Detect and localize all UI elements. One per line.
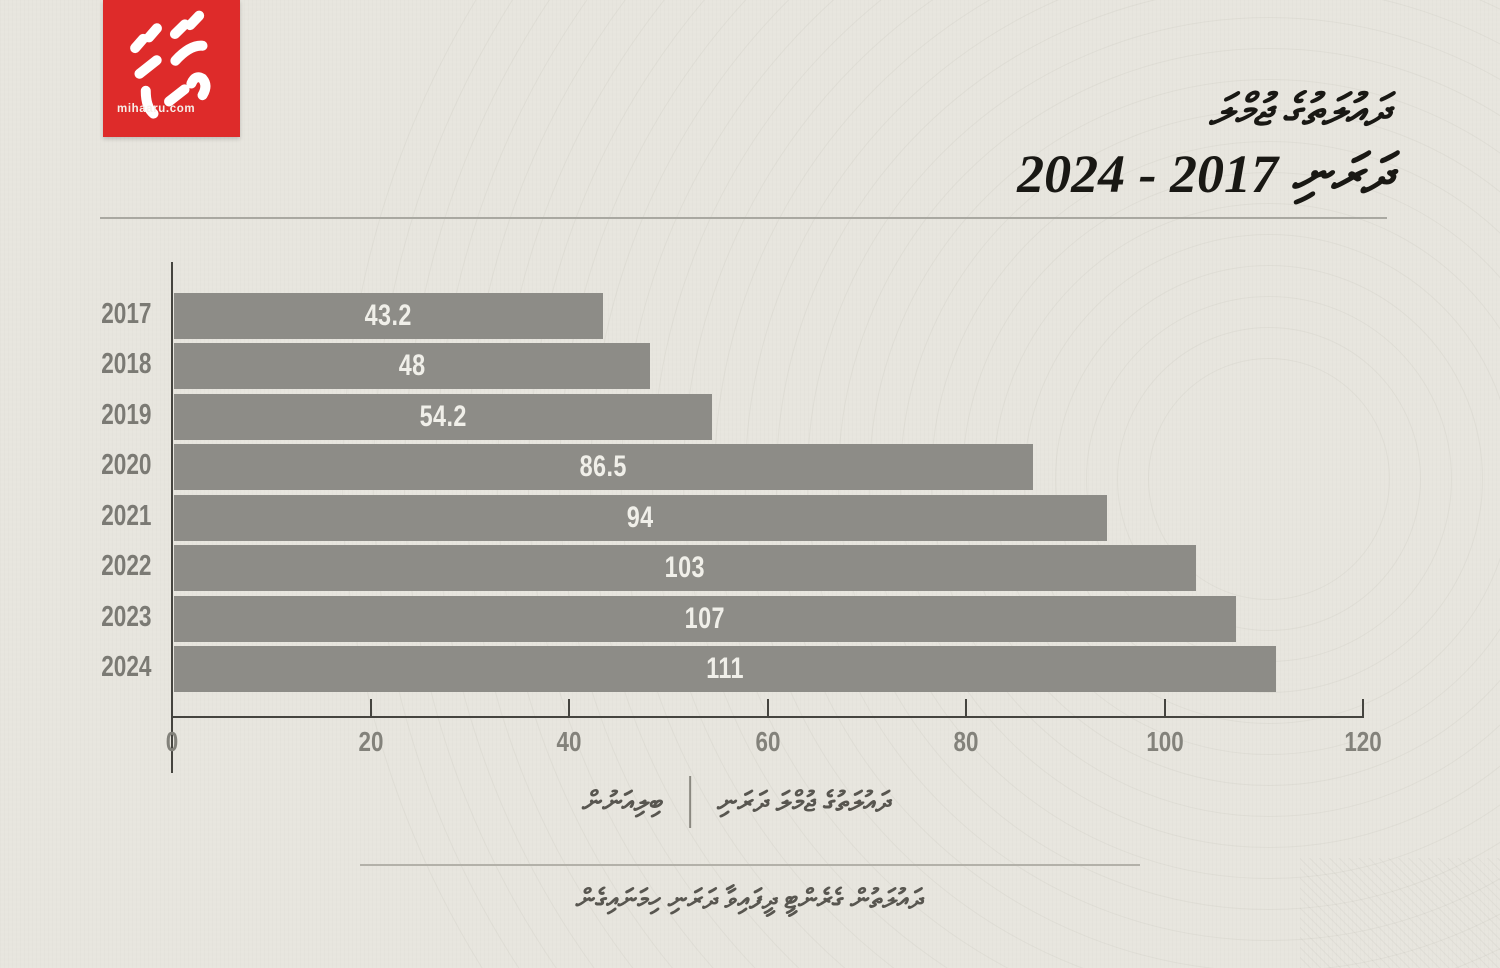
- category-label: 2019: [87, 399, 152, 432]
- bar: 111: [174, 646, 1276, 692]
- corner-hatch-decoration: [1300, 858, 1500, 968]
- category-label-text: 2022: [101, 550, 152, 582]
- x-tick: [1362, 699, 1364, 716]
- chart-legend: ދައުލަތުގެ ޖުމްލަ ދަރަނި ބިލިއަނުން: [582, 775, 892, 828]
- category-label-text: 2024: [101, 651, 152, 683]
- bar-value-label: 43.2: [364, 298, 412, 332]
- bar: 54.2: [174, 393, 712, 440]
- bar: 43.2: [174, 292, 603, 339]
- x-axis-line: [171, 716, 1364, 718]
- category-label: 2017: [87, 298, 152, 331]
- x-tick: [766, 699, 769, 716]
- bar: 86.5: [174, 444, 1033, 490]
- category-label-text: 2019: [101, 398, 152, 431]
- bar-value-label: 107: [684, 601, 726, 635]
- category-label: 2022: [87, 550, 152, 583]
- logo-url-text: mihaaru.com: [117, 103, 196, 115]
- category-label-text: 2017: [101, 297, 152, 330]
- bar: 48: [174, 343, 651, 389]
- legend-unit-label: ބިލިއަނުން: [582, 786, 664, 817]
- footer-divider-line: [360, 864, 1140, 866]
- chart-title-line1: ދައުލަތުގެ ޖުމްލަ: [1209, 86, 1390, 135]
- chart-title-line2: ދަރަނި 2017 - 2024: [1017, 144, 1390, 204]
- x-tick: [965, 699, 967, 716]
- category-label: 2024: [87, 651, 152, 684]
- x-tick-label: 80: [953, 726, 979, 757]
- bar: 103: [174, 545, 1197, 591]
- x-tick-label: 20: [358, 726, 383, 757]
- bar-value-label: 86.5: [579, 450, 627, 483]
- category-label-text: 2018: [101, 348, 152, 380]
- category-label: 2020: [87, 449, 152, 482]
- x-tick-label: 100: [1145, 726, 1184, 757]
- legend-series-label: ދައުލަތުގެ ޖުމްލަ ދަރަނި: [717, 786, 892, 817]
- x-tick: [369, 699, 372, 716]
- category-label-text: 2020: [101, 449, 152, 481]
- x-tick-label: 0: [165, 726, 179, 757]
- category-label: 2023: [87, 601, 152, 634]
- category-label: 2018: [87, 348, 152, 381]
- y-axis-line: [171, 262, 173, 773]
- bar-value-label: 103: [665, 551, 706, 584]
- mihaaru-logo: mihaaru.com: [103, 0, 240, 137]
- mihaaru-logo-mark: [130, 10, 211, 119]
- x-tick-label: 40: [556, 726, 582, 757]
- category-label-text: 2023: [101, 600, 152, 633]
- category-label: 2021: [87, 500, 152, 533]
- footer-note: ދައުލަތުން ގެރެންޓީ ދީފައިވާ ދަރަނި ހިމަ…: [575, 884, 925, 914]
- x-tick: [171, 699, 173, 716]
- bar: 107: [174, 595, 1236, 642]
- bar-value-label: 111: [706, 652, 744, 685]
- x-tick: [1163, 699, 1166, 716]
- legend-separator: [689, 775, 692, 828]
- title-divider-line: [100, 217, 1387, 219]
- x-tick-label: 60: [755, 726, 780, 757]
- bar-value-label: 94: [627, 500, 654, 534]
- bar-value-label: 54.2: [419, 399, 467, 433]
- category-label-text: 2021: [101, 499, 152, 532]
- bar-value-label: 48: [398, 349, 426, 382]
- x-tick: [568, 699, 570, 716]
- bar: 94: [174, 494, 1107, 541]
- x-tick-label: 120: [1344, 726, 1382, 757]
